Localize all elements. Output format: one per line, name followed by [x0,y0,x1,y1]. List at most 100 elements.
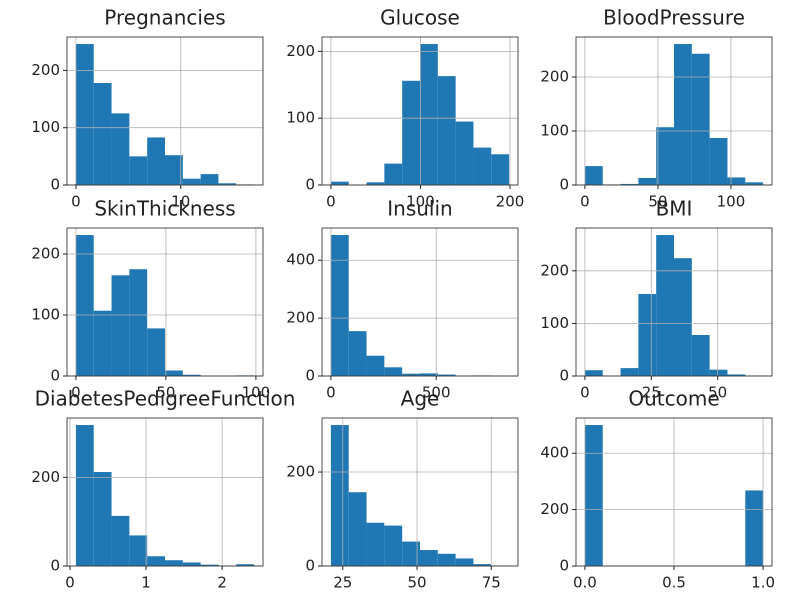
bar [745,182,764,185]
x-tick-label: 100 [717,193,746,211]
x-tick-label: 0.0 [573,574,597,592]
bar [455,121,474,185]
bar [473,564,492,566]
y-tick-label: 400 [286,251,315,269]
chart-title: BMI [656,197,693,221]
chart-title: Outcome [628,387,719,411]
plot-frame [575,417,773,567]
y-tick-label: 0 [50,557,60,575]
plot-frame [66,227,264,377]
y-tick-label: 200 [540,500,569,518]
bar [366,522,385,566]
x-tick-label: 25 [642,384,661,402]
bar [200,174,219,185]
x-tick-label: 500 [422,384,451,402]
bar [75,235,94,376]
y-tick-label: 200 [540,67,569,85]
bar [384,163,403,185]
plot-frame [321,36,519,186]
x-tick-label: 0 [326,384,336,402]
plot-frame [575,36,773,186]
bar [420,373,438,376]
bar [745,490,764,566]
x-tick-label: 50 [156,384,175,402]
bar [656,127,674,185]
y-tick-label: 100 [31,118,60,136]
bar [709,369,728,376]
x-tick-label: 1 [141,574,151,592]
y-tick-label: 0 [305,367,315,385]
bar [348,331,367,376]
bar [330,235,349,376]
bar [165,560,183,566]
plot-frame [66,417,264,567]
bar [437,76,456,185]
bar [691,53,710,185]
bar [420,44,438,185]
bar [402,373,420,376]
bar [182,178,201,185]
x-tick-label: 0 [71,384,81,402]
bar [330,181,349,185]
bar [366,182,385,185]
bar [473,147,492,185]
bar [165,155,183,185]
chart-title: Pregnancies [104,6,225,30]
bar [402,80,420,185]
bar [709,138,728,185]
x-tick-label: 100 [406,193,435,211]
x-tick-label: 50 [407,574,426,592]
x-tick-label: 0.5 [662,574,686,592]
bar [147,556,165,566]
plot-frame [321,227,519,377]
bar [111,113,130,185]
bar [75,44,94,185]
bar [727,374,746,376]
bar [437,374,456,376]
y-tick-label: 200 [286,309,315,327]
chart-title: BloodPressure [603,6,745,30]
y-tick-label: 200 [31,61,60,79]
bar [147,328,165,376]
chart-title: Insulin [387,197,452,221]
bar [674,44,692,185]
chart-title: Age [401,387,440,411]
y-tick-label: 0 [559,176,569,194]
x-tick-label: 2 [217,574,227,592]
bar [691,334,710,376]
x-tick-label: 75 [482,574,501,592]
chart-title: Glucose [380,6,460,30]
bar [437,553,456,566]
bar [420,550,438,566]
bar [656,235,674,376]
plot-frame [575,227,773,377]
bar [129,269,148,376]
x-tick-label: 50 [708,384,727,402]
bar [182,562,201,566]
x-tick-label: 100 [242,384,271,402]
bar [75,425,94,566]
bar [165,370,183,376]
plot-frame [321,417,519,567]
y-tick-label: 100 [31,305,60,323]
bar [584,166,603,185]
bar [384,367,403,376]
x-tick-label: 0 [580,384,590,402]
y-tick-label: 0 [50,367,60,385]
y-tick-label: 200 [286,42,315,60]
y-tick-label: 0 [50,176,60,194]
y-tick-label: 0 [559,367,569,385]
y-tick-label: 0 [305,557,315,575]
bar [218,183,237,185]
y-tick-label: 0 [559,557,569,575]
bar [638,293,657,376]
bar [111,275,130,376]
bar [727,177,746,185]
chart-title: SkinThickness [94,197,235,221]
y-tick-label: 200 [31,244,60,262]
y-tick-label: 400 [540,444,569,462]
x-tick-label: 0 [65,574,75,592]
y-tick-label: 200 [540,261,569,279]
x-tick-label: 0 [326,193,336,211]
